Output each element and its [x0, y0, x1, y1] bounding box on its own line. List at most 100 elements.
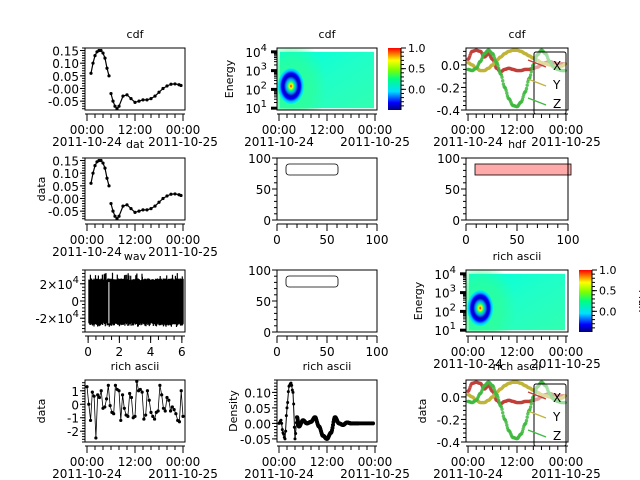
data-point [165, 84, 169, 88]
data-point [285, 406, 289, 410]
panel-1: cdfEnergy1.00.50.010110210310400:002011-… [223, 28, 426, 149]
colorbar: 1.0 0.5 0.0 Flux [579, 264, 640, 332]
legend: XYZ [527, 51, 567, 115]
data-point [286, 400, 290, 404]
y-tick-label: 50 [256, 295, 271, 309]
data-point [149, 410, 153, 414]
data-point [93, 163, 97, 168]
x-date-label: 2011-10-25 [531, 467, 601, 480]
x-tick-label: 00:00 [549, 123, 584, 137]
x-tick-label: 00:00 [451, 455, 486, 469]
vector-Z-point [528, 73, 533, 77]
data-point [90, 390, 94, 394]
x-date-label: 2011-10-25 [148, 245, 218, 259]
exponent: 1 [450, 321, 456, 332]
data-point [330, 425, 335, 430]
x-tick-label: 2 [116, 345, 124, 359]
x-tick-label: 00:00 [262, 123, 297, 137]
y-axis-label: data [416, 399, 429, 424]
legend-label-Z: Z [553, 429, 561, 443]
waveform [88, 272, 184, 327]
y-axis: 10-1-2 [67, 382, 85, 443]
x-tick-label: 12:00 [500, 123, 535, 137]
vector-Z-point [501, 78, 505, 83]
y-tick-label: -1 [67, 412, 79, 426]
x-tick-label: 12:00 [118, 455, 153, 469]
exponent: 2 [261, 80, 267, 91]
x-tick-label: 4 [147, 345, 155, 359]
data-point [128, 391, 132, 396]
data-point [107, 74, 111, 78]
data-point [105, 66, 109, 70]
data-point [169, 82, 173, 86]
data-point [284, 429, 288, 433]
plot-area [277, 48, 374, 110]
legend-label-Y: Y [552, 78, 561, 92]
x-tick-label: 6 [178, 345, 186, 359]
data-point [97, 395, 102, 400]
x-tick-label: 12:00 [118, 233, 153, 247]
y-tick-label: 50 [445, 183, 460, 197]
data-point [88, 418, 93, 423]
data-point [165, 395, 169, 400]
x-date-label: 2011-10-24 [433, 135, 503, 149]
x-tick-label: 00:00 [549, 345, 584, 359]
plot-frame [276, 47, 378, 111]
data-point [142, 417, 146, 421]
data-point [121, 204, 125, 208]
exponent: 2 [450, 302, 456, 313]
data-point [289, 381, 293, 385]
y-tick-label: 104 [245, 43, 267, 60]
colorbar-tick-label: 0.5 [599, 285, 617, 298]
data-point [161, 196, 165, 201]
x-tick-label: 100 [366, 233, 389, 247]
y-tick-label: 0.10 [52, 57, 79, 71]
data-point [91, 171, 95, 175]
panel-title: cdf [127, 28, 145, 41]
data-point [293, 437, 297, 441]
x-tick-label: 50 [319, 233, 334, 247]
y-axis: 100 50 0 [437, 152, 466, 228]
vector-Z-point [504, 420, 508, 424]
x-tick-label: 00:00 [166, 123, 201, 137]
x-tick-label: 12:00 [310, 455, 345, 469]
x-tick-label: 100 [366, 345, 389, 359]
data-point [104, 397, 109, 401]
base: 10 [434, 324, 449, 338]
y-tick-label: -0.05 [48, 205, 79, 219]
data-point [109, 201, 113, 206]
x-date-label: 2011-10-24 [433, 467, 503, 480]
y-axis: 100 50 0 [248, 264, 277, 340]
data-point [103, 405, 107, 409]
data-point [167, 398, 171, 402]
x-tick-label: 12:00 [500, 455, 535, 469]
panel-title: rich ascii [303, 360, 352, 373]
plot-frame [465, 269, 569, 333]
data-point [112, 412, 116, 416]
data-point [101, 161, 105, 165]
y-tick-label: -0.00 [48, 192, 79, 206]
data-point [161, 406, 166, 410]
data-point [129, 207, 133, 211]
data-point [113, 383, 118, 387]
vector-Z-point [504, 88, 508, 92]
y-tick-label: 0.05 [52, 70, 79, 84]
x-date-label: 2011-10-25 [148, 467, 218, 480]
vector-Z-point [500, 75, 504, 80]
y-tick-label: 0.05 [244, 402, 271, 416]
legend-label-X: X [553, 391, 561, 405]
data-point [294, 431, 298, 435]
data-point [117, 389, 121, 393]
panel-5: hdfFile not found: file:///v100500050100 [437, 138, 579, 247]
vector-Z-point [505, 91, 509, 95]
plot-area [85, 380, 185, 440]
y-tick-label: 102 [245, 80, 267, 97]
y-tick-label: 0 [263, 214, 271, 228]
x-tick-label: 00:00 [451, 123, 486, 137]
data-point [99, 48, 103, 53]
